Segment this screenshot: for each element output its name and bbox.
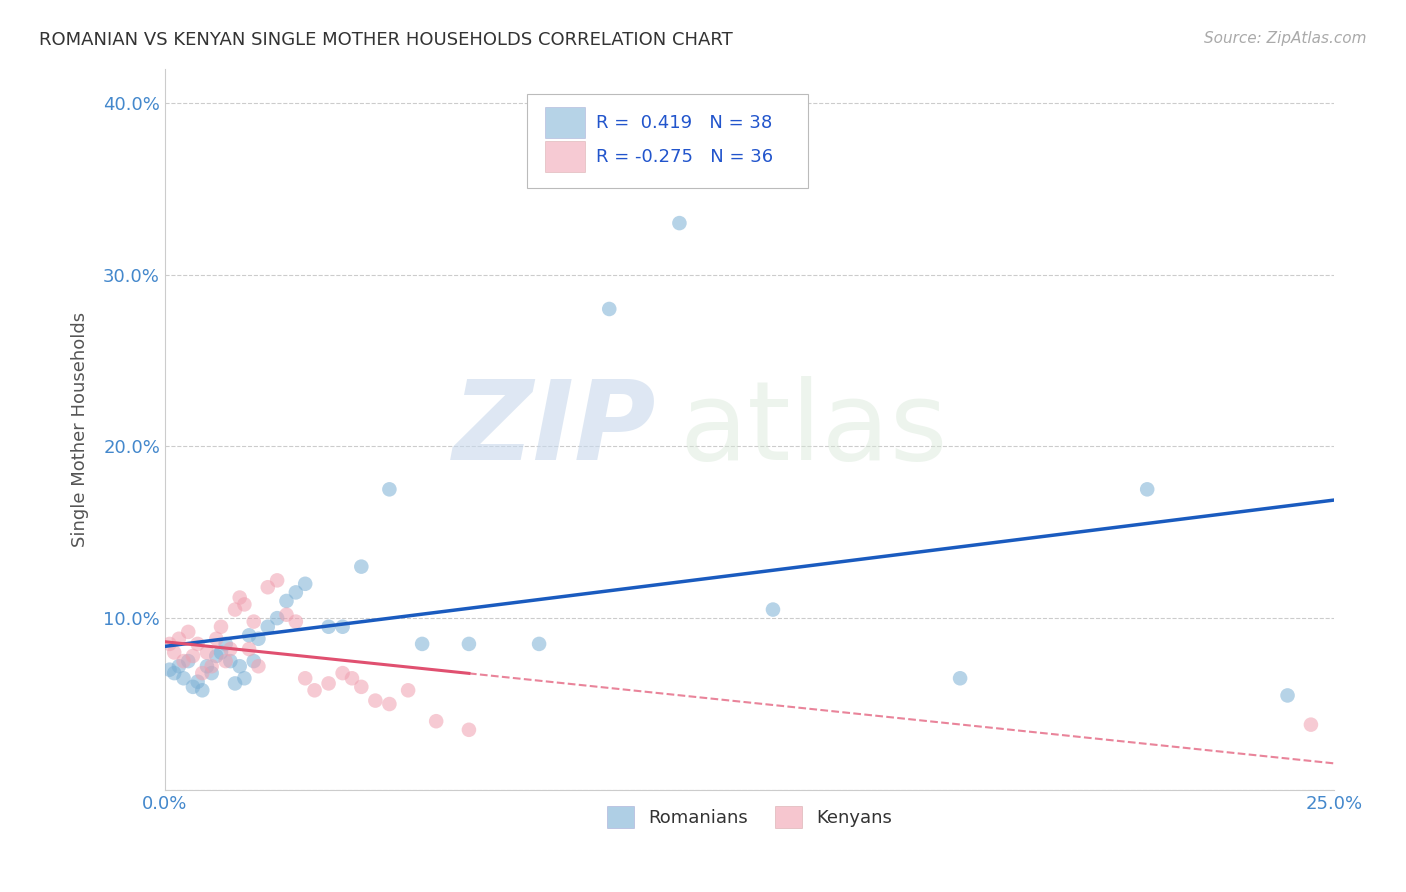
Point bbox=[163, 666, 186, 681]
Point bbox=[195, 646, 218, 660]
Point bbox=[187, 674, 209, 689]
Point bbox=[238, 628, 260, 642]
Text: atlas: atlas bbox=[679, 376, 948, 483]
Point bbox=[238, 642, 260, 657]
Point bbox=[458, 637, 481, 651]
Point bbox=[201, 659, 224, 673]
Point bbox=[209, 646, 232, 660]
Point bbox=[228, 591, 250, 605]
Point bbox=[187, 637, 209, 651]
Point bbox=[219, 642, 242, 657]
Text: Source: ZipAtlas.com: Source: ZipAtlas.com bbox=[1204, 31, 1367, 46]
Legend: Romanians, Kenyans: Romanians, Kenyans bbox=[599, 798, 900, 835]
Point bbox=[527, 637, 550, 651]
Point bbox=[173, 671, 195, 685]
Point bbox=[318, 676, 340, 690]
Point bbox=[294, 671, 316, 685]
Point bbox=[205, 648, 228, 663]
Point bbox=[1136, 483, 1159, 497]
Point bbox=[224, 676, 246, 690]
Point bbox=[340, 671, 363, 685]
Point bbox=[276, 607, 298, 622]
Point bbox=[233, 598, 256, 612]
Point bbox=[318, 620, 340, 634]
Point bbox=[266, 574, 288, 588]
Point bbox=[191, 666, 214, 681]
Point bbox=[458, 723, 481, 737]
Point bbox=[181, 680, 204, 694]
Point bbox=[256, 580, 278, 594]
Point bbox=[411, 637, 433, 651]
Point bbox=[159, 637, 181, 651]
Point bbox=[378, 483, 401, 497]
Point bbox=[205, 632, 228, 646]
Point bbox=[276, 594, 298, 608]
Point bbox=[201, 666, 224, 681]
Text: ZIP: ZIP bbox=[453, 376, 657, 483]
Point bbox=[195, 659, 218, 673]
Point bbox=[209, 620, 232, 634]
FancyBboxPatch shape bbox=[546, 107, 585, 137]
Point bbox=[949, 671, 972, 685]
Point bbox=[598, 301, 620, 316]
Point bbox=[159, 663, 181, 677]
Point bbox=[266, 611, 288, 625]
Point bbox=[762, 602, 785, 616]
Text: R =  0.419   N = 38: R = 0.419 N = 38 bbox=[596, 113, 773, 132]
Point bbox=[242, 615, 264, 629]
Point bbox=[228, 659, 250, 673]
Point bbox=[350, 559, 373, 574]
Point bbox=[242, 654, 264, 668]
Point bbox=[294, 576, 316, 591]
Point bbox=[284, 615, 307, 629]
Point bbox=[378, 697, 401, 711]
Point bbox=[1277, 689, 1299, 703]
Point bbox=[173, 654, 195, 668]
Point bbox=[163, 646, 186, 660]
Point bbox=[247, 632, 270, 646]
Point bbox=[364, 693, 387, 707]
Point bbox=[1299, 717, 1322, 731]
Point bbox=[177, 624, 200, 639]
Point bbox=[350, 680, 373, 694]
Text: R = -0.275   N = 36: R = -0.275 N = 36 bbox=[596, 147, 773, 166]
Point bbox=[396, 683, 419, 698]
Point bbox=[256, 620, 278, 634]
Point bbox=[304, 683, 326, 698]
Point bbox=[332, 620, 354, 634]
Point bbox=[284, 585, 307, 599]
Point bbox=[215, 637, 238, 651]
Point bbox=[219, 654, 242, 668]
FancyBboxPatch shape bbox=[527, 94, 808, 187]
Point bbox=[233, 671, 256, 685]
Y-axis label: Single Mother Households: Single Mother Households bbox=[72, 311, 89, 547]
Point bbox=[215, 654, 238, 668]
Point bbox=[247, 659, 270, 673]
Point bbox=[191, 683, 214, 698]
FancyBboxPatch shape bbox=[546, 141, 585, 171]
Point bbox=[167, 659, 190, 673]
Point bbox=[425, 714, 447, 729]
Point bbox=[332, 666, 354, 681]
Point bbox=[177, 654, 200, 668]
Point bbox=[167, 632, 190, 646]
Point bbox=[224, 602, 246, 616]
Point bbox=[668, 216, 690, 230]
Text: ROMANIAN VS KENYAN SINGLE MOTHER HOUSEHOLDS CORRELATION CHART: ROMANIAN VS KENYAN SINGLE MOTHER HOUSEHO… bbox=[39, 31, 733, 49]
Point bbox=[181, 648, 204, 663]
